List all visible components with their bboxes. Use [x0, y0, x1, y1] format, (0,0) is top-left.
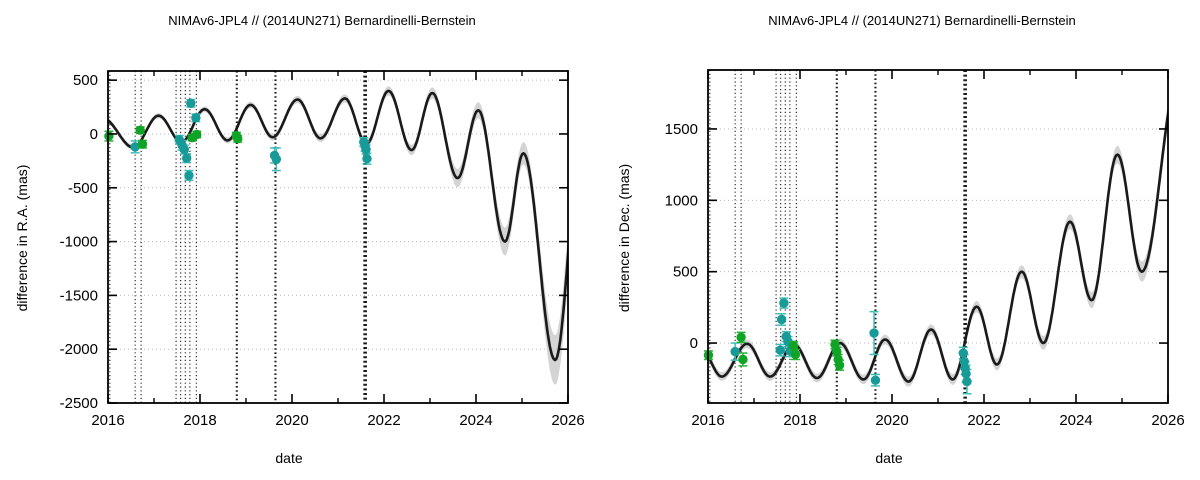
model-curve: [108, 89, 568, 362]
data-points-teal-points: [730, 297, 972, 395]
x-tick-label: 2024: [1059, 412, 1092, 429]
y-tick-label: -2000: [60, 341, 98, 358]
x-tick-label: 2018: [183, 412, 216, 429]
dec-x-axis-label: date: [875, 450, 903, 466]
y-tick-label: -1500: [60, 287, 98, 304]
data-points-green-points: [703, 331, 845, 371]
ra-x-axis-label: date: [275, 450, 303, 466]
y-tick-label: 1500: [665, 121, 698, 138]
ra-chart-title: NIMAv6-JPL4 // (2014UN271) Bernardinelli…: [168, 13, 476, 28]
confidence-band: [708, 102, 1168, 387]
x-tick-label: 2026: [1151, 412, 1184, 429]
x-tick-label: 2020: [275, 412, 308, 429]
x-tick-label: 2016: [91, 412, 124, 429]
y-tick-label: 500: [73, 72, 98, 89]
data-points-green-points: [104, 125, 243, 149]
confidence-band: [108, 86, 568, 385]
x-tick-label: 2020: [875, 412, 908, 429]
model-curve: [708, 105, 1168, 383]
y-tick-label: -2500: [60, 395, 98, 412]
x-tick-label: 2024: [459, 412, 492, 429]
y-tick-label: 500: [673, 264, 698, 281]
gridlines: [108, 79, 568, 404]
x-tick-label: 2022: [967, 412, 1000, 429]
y-tick-label: -500: [68, 180, 98, 197]
y-tick-label: 0: [690, 335, 698, 352]
observation-epoch-lines: [109, 71, 367, 403]
data-points-teal-points: [130, 98, 372, 181]
y-tick-label: -1000: [60, 234, 98, 251]
dec-y-axis-label: difference in Dec. (mas): [616, 163, 632, 313]
gridlines: [708, 128, 1168, 344]
plot-frame: 0 500 1000 1500 2016 2018 2020 2022 2024 2026: [665, 69, 1185, 429]
x-tick-label: 2026: [551, 412, 584, 429]
dec-plot: 0 500 1000 1500 2016 2018 2020 2022 2024 2026: [665, 69, 1185, 429]
x-tick-label: 2022: [367, 412, 400, 429]
x-tick-label: 2016: [691, 412, 724, 429]
y-tick-label: 0: [90, 126, 98, 143]
dec-chart-title: NIMAv6-JPL4 // (2014UN271) Bernardinelli…: [768, 13, 1076, 28]
ra-y-axis-label: difference in R.A. (mas): [14, 164, 30, 312]
x-tick-label: 2018: [783, 412, 816, 429]
y-tick-label: 1000: [665, 192, 698, 209]
